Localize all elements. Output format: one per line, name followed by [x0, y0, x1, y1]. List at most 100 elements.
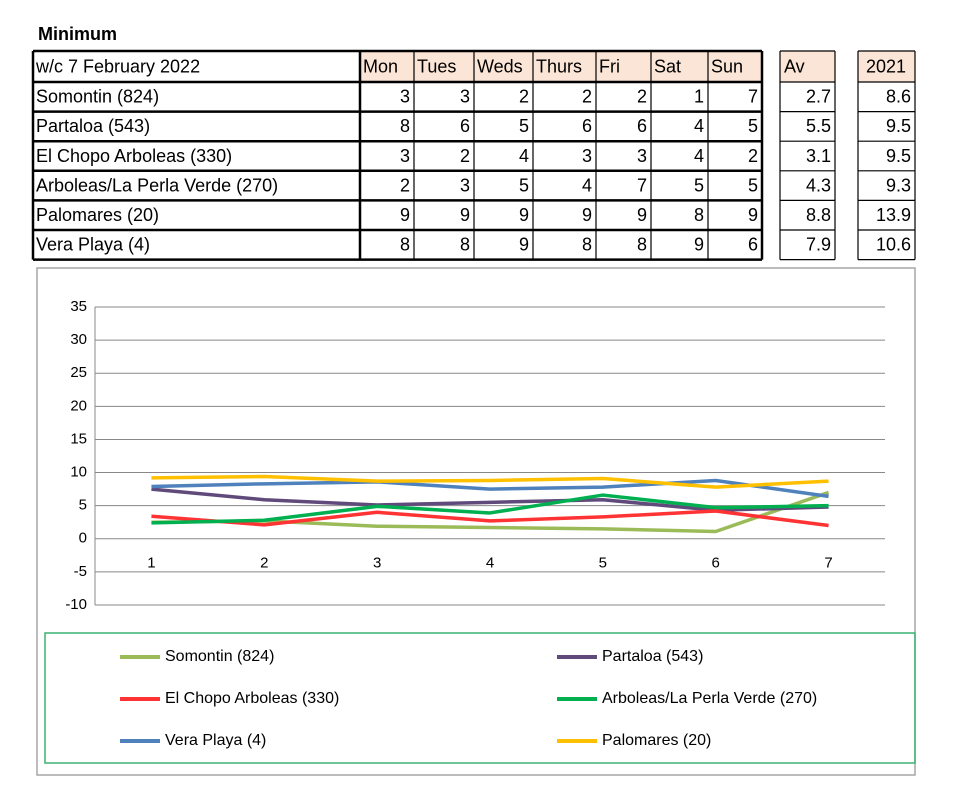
lg: Somontin (824) Partaloa (543) El Chopo Arb…	[120, 648, 817, 749]
x-tick-label: 3	[373, 555, 381, 572]
cell-prev: 9.5	[886, 146, 911, 166]
row-name: Palomares (20)	[36, 205, 159, 225]
x-tick-label: 5	[599, 555, 607, 572]
tbl: w/c 7 February 2022 Mon Tues Weds Thurs Fri Sa…	[31, 49, 916, 261]
row-name: Arboleas/La Perla Verde (270)	[36, 175, 278, 195]
header-cell	[596, 51, 651, 82]
chart-frame	[36, 267, 916, 776]
header-cell	[533, 51, 596, 82]
cell-prev: 13.9	[876, 205, 911, 225]
cell-value: 4	[694, 116, 704, 136]
y-tick-label: 35	[70, 298, 87, 315]
series-line	[151, 478, 829, 499]
y-tick-label: -10	[65, 596, 87, 613]
cell-value: 9	[748, 205, 758, 225]
cell-av: 7.9	[806, 235, 831, 255]
cell-value: 8	[400, 235, 410, 255]
legend-box	[44, 632, 916, 764]
cell-value: 8	[460, 235, 470, 255]
header-cell	[360, 51, 414, 82]
cell-value: 3	[400, 87, 410, 107]
y-tick-label: 15	[70, 430, 87, 447]
header-cell	[414, 51, 474, 82]
cell-prev: 10.6	[876, 235, 911, 255]
cell-value: 9	[519, 235, 529, 255]
row-name: Somontin (824)	[36, 87, 159, 107]
cell-value: 2	[519, 87, 529, 107]
cell-prev: 8.6	[886, 87, 911, 107]
legend-label: Partaloa (543)	[602, 648, 703, 665]
cell-value: 9	[460, 205, 470, 225]
cell-value: 9	[519, 205, 529, 225]
header-cell	[474, 51, 533, 82]
x-tick-label: 7	[824, 555, 832, 572]
cell-value: 3	[460, 175, 470, 195]
cell-value: 2	[460, 146, 470, 166]
cell-value: 6	[460, 116, 470, 136]
x-tick-label: 4	[486, 555, 494, 572]
legend-label: Arboleas/La Perla Verde (270)	[602, 690, 817, 707]
x-tick-label: 1	[147, 555, 155, 572]
header-label: Tues	[417, 56, 456, 76]
header-label: Sat	[654, 56, 681, 76]
cell-value: 7	[748, 87, 758, 107]
cell-value: 3	[460, 87, 470, 107]
table-title: Minimum	[38, 24, 117, 44]
cell-value: 9	[582, 205, 592, 225]
row-name: Vera Playa (4)	[36, 235, 150, 255]
header-label: Av	[784, 56, 805, 76]
cell-av: 2.7	[806, 87, 831, 107]
cell-value: 9	[694, 235, 704, 255]
series-line	[151, 474, 829, 489]
cell-value: 5	[519, 175, 529, 195]
cell-value: 4	[694, 146, 704, 166]
cell-value: 4	[519, 146, 529, 166]
cell-value: 6	[637, 116, 647, 136]
cell-value: 9	[637, 205, 647, 225]
cell-value: 7	[637, 175, 647, 195]
header-label: Weds	[477, 56, 523, 76]
y-tick-label: 25	[70, 364, 87, 381]
cell-av: 8.8	[806, 205, 831, 225]
cell-av: 4.3	[806, 175, 831, 195]
cell-value: 5	[519, 116, 529, 136]
y-tick-label: 20	[70, 397, 87, 414]
x-tick-label: 2	[260, 555, 268, 572]
cell-value: 5	[748, 175, 758, 195]
header-label: 2021	[866, 56, 906, 76]
cell-value: 6	[582, 116, 592, 136]
y-tick-label: 5	[79, 497, 87, 514]
cell-value: 6	[748, 235, 758, 255]
cell-av: 5.5	[806, 116, 831, 136]
cell-value: 2	[400, 175, 410, 195]
header-cell	[858, 51, 915, 82]
cell-value: 8	[637, 235, 647, 255]
cell-value: 2	[637, 87, 647, 107]
cell-value: 5	[748, 116, 758, 136]
cell-value: 8	[694, 205, 704, 225]
header-label: w/c 7 February 2022	[35, 56, 200, 76]
legend-label: Palomares (20)	[602, 732, 711, 749]
cell-value: 2	[748, 146, 758, 166]
cell-value: 8	[400, 116, 410, 136]
legend-label: Somontin (824)	[165, 648, 274, 665]
y-tick-label: -5	[74, 563, 87, 580]
cell-prev: 9.5	[886, 116, 911, 136]
y-tick-label: 0	[79, 530, 87, 547]
x-tick-label: 6	[712, 555, 720, 572]
cell-value: 3	[637, 146, 647, 166]
row-name: El Chopo Arboleas (330)	[36, 146, 232, 166]
header-label: Sun	[711, 56, 743, 76]
cell-value: 3	[400, 146, 410, 166]
cell-value: 1	[694, 87, 704, 107]
legend-label: Vera Playa (4)	[165, 732, 266, 749]
legend-label: El Chopo Arboleas (330)	[165, 690, 339, 707]
header-cell	[780, 51, 835, 82]
cell-value: 9	[400, 205, 410, 225]
header-cell	[708, 51, 762, 82]
cell-value: 3	[582, 146, 592, 166]
cell-value: 4	[582, 175, 592, 195]
cell-prev: 9.3	[886, 175, 911, 195]
header-label: Fri	[599, 56, 620, 76]
